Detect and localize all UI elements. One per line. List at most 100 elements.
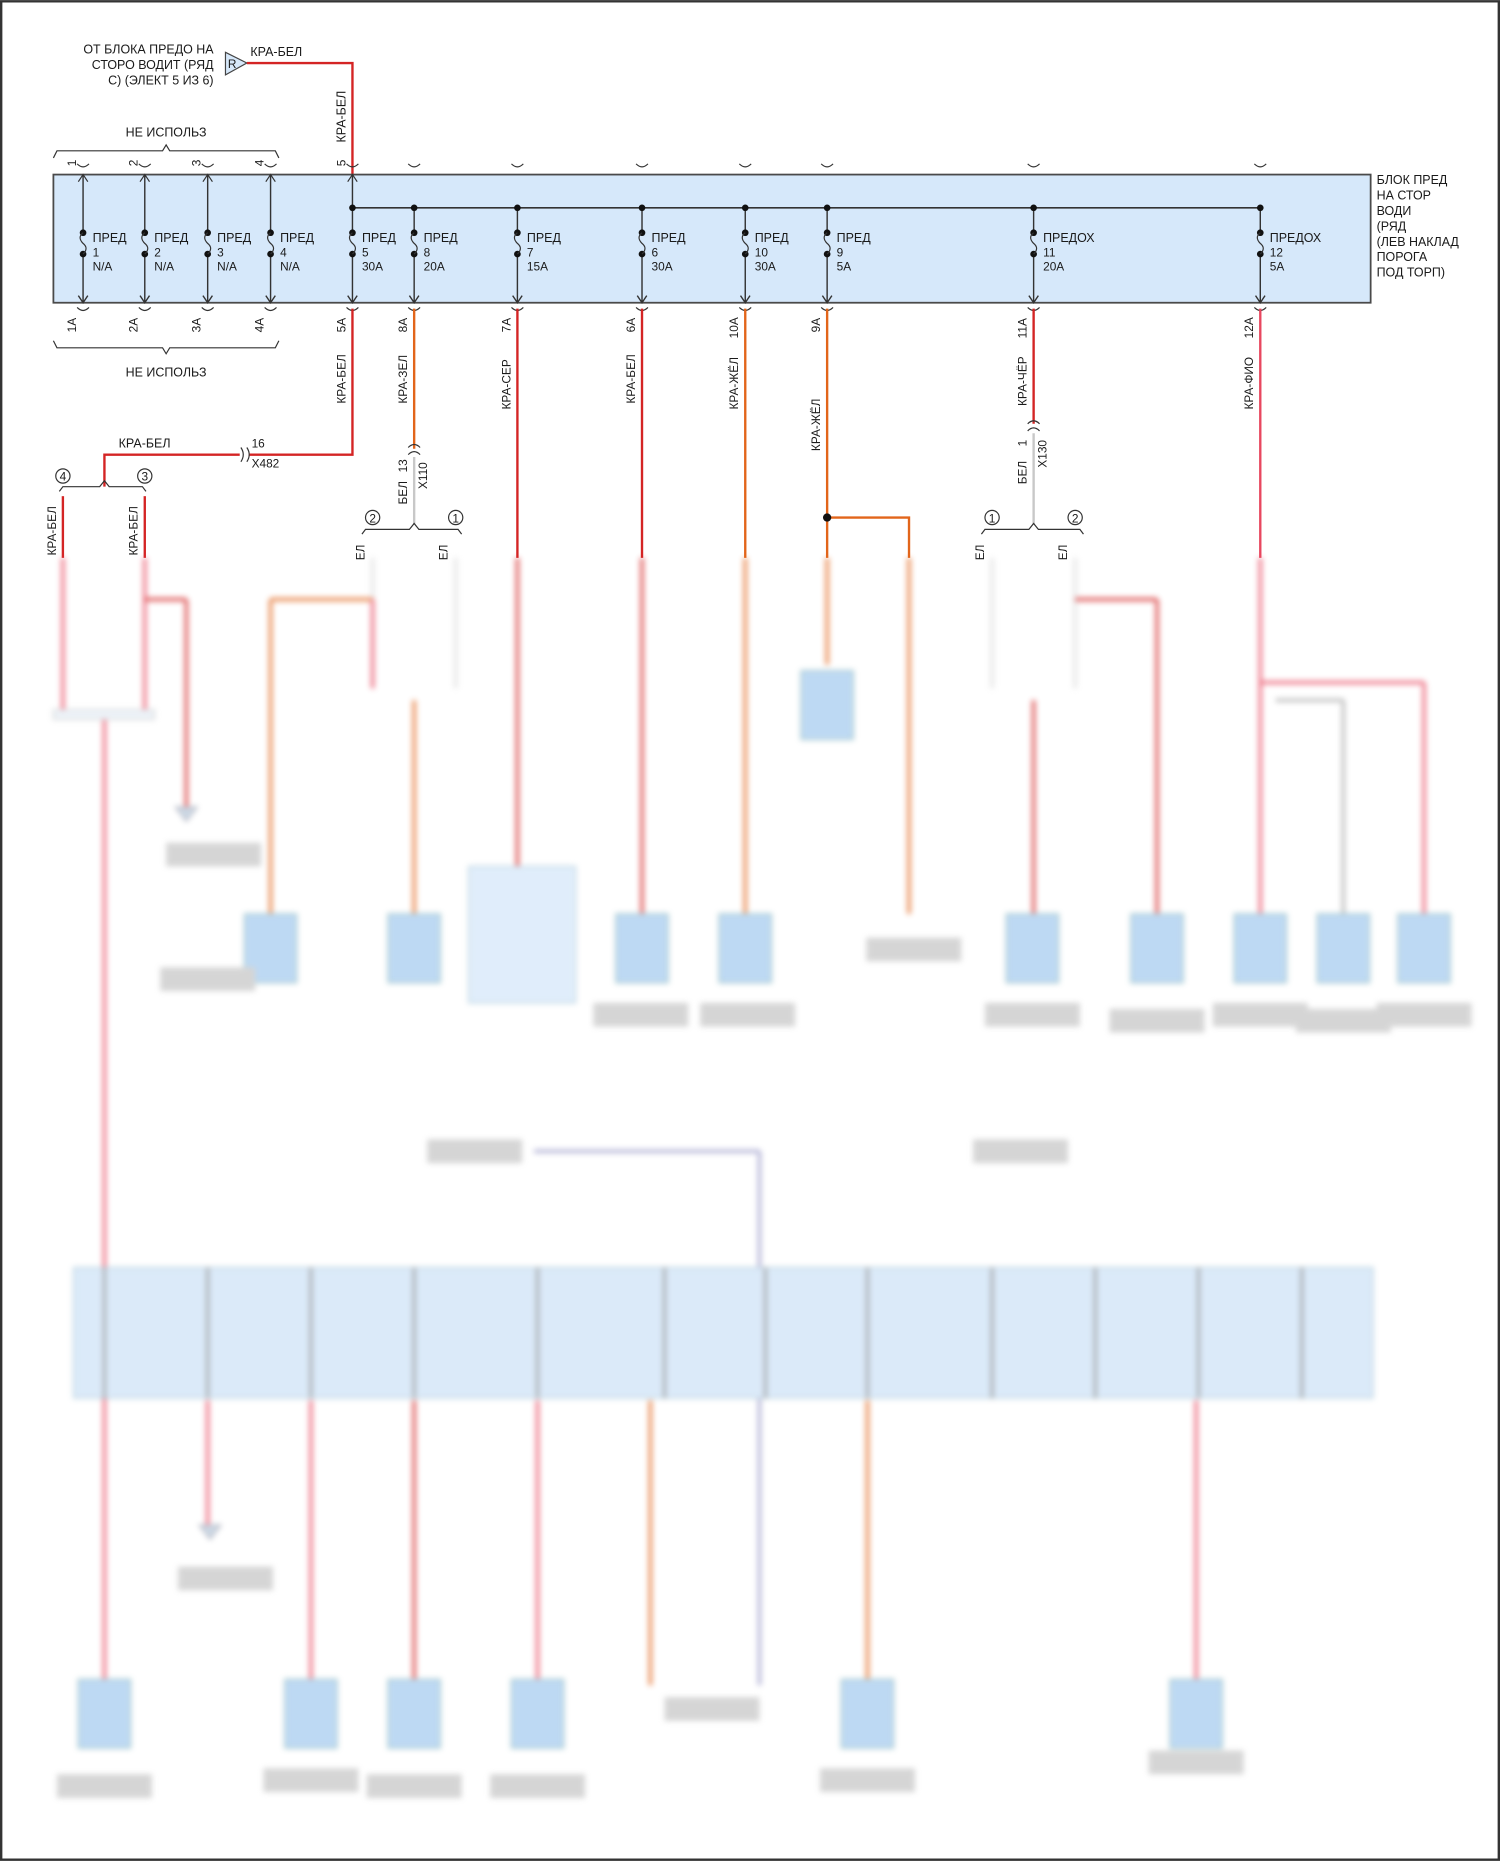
- fuse-pin-in: 5: [334, 159, 348, 166]
- pin-socket-icon: [76, 307, 90, 312]
- x482-pin: 16: [252, 437, 266, 451]
- bus-junction: [638, 204, 646, 212]
- x130-branch-1: 1: [989, 511, 996, 525]
- fuse-rating: 30A: [362, 260, 383, 274]
- blurred-component: [1397, 913, 1451, 984]
- pin-socket-icon: [407, 163, 421, 168]
- fuse-number: 9: [837, 245, 844, 259]
- fuse-lead: [512, 207, 523, 305]
- not-used-bottom: НЕ ИСПОЛЬЗ: [126, 365, 207, 379]
- bus-junction: [1256, 204, 1264, 212]
- blurred-label: [1376, 1002, 1472, 1027]
- fuse-arrow-icon: [77, 173, 89, 183]
- blurred-component: [1130, 913, 1184, 984]
- blurred-label: [178, 1566, 273, 1591]
- fuse-name: ПРЕД: [217, 231, 252, 245]
- x110-bracket: [361, 522, 463, 535]
- blurred-label: [820, 1768, 915, 1793]
- fuse-rating: 20A: [1043, 260, 1064, 274]
- fuse-arrow-icon: [347, 173, 358, 183]
- fuse-icon: [741, 232, 749, 255]
- bracket-top: [52, 143, 280, 159]
- fuse-pin-out: 4A: [252, 318, 266, 333]
- fuse-number: 6: [652, 245, 659, 259]
- pin-socket-icon: [138, 163, 152, 168]
- blurred-module: [468, 865, 577, 1004]
- fuse-number: 4: [280, 245, 287, 259]
- blurred-component: [615, 913, 669, 984]
- bus-junction: [410, 204, 418, 212]
- pin-socket-icon: [511, 163, 524, 168]
- wire-5a-label: КРА-БЕЛ: [334, 354, 348, 403]
- fuse-icon: [348, 232, 357, 255]
- not-used-top: НЕ ИСПОЛЬЗ: [126, 126, 207, 140]
- wire-10a-label: КРА-ЖЁЛ: [727, 357, 741, 410]
- wire-8a-label: КРА-ЗЕЛ: [396, 355, 410, 404]
- blurred-label: [1109, 1008, 1205, 1033]
- fuse-icon: [267, 232, 275, 255]
- fuse-number: 3: [217, 245, 224, 259]
- x482-connector-icon: [240, 447, 250, 463]
- x130-wire-a: ЕЛ: [973, 545, 987, 561]
- branch-4-wire-label: КРА-БЕЛ: [45, 506, 59, 555]
- fuse-lead: [1028, 207, 1039, 305]
- blurred-label: [166, 842, 262, 867]
- input-wire-label: КРА-БЕЛ: [334, 91, 348, 143]
- fuse-icon: [1256, 232, 1264, 255]
- pin-socket-icon: [346, 163, 359, 168]
- blurred-component: [1005, 913, 1060, 984]
- fuse-number: 10: [755, 245, 769, 259]
- x130-branch-2-badge: [1067, 509, 1083, 526]
- output-wires: КРА-БЕЛ КРА-БЕЛ 16 X482 4 3 КРА-БЕЛ КРА-…: [45, 308, 1262, 561]
- bus-junction: [349, 204, 356, 212]
- fuse-lead: [636, 207, 648, 305]
- fuse-number: 2: [154, 245, 161, 259]
- blurred-label: [973, 1139, 1069, 1164]
- pin-socket-icon: [201, 163, 215, 168]
- fuse-name: ПРЕД: [154, 231, 189, 245]
- fuse-icon: [141, 232, 149, 255]
- fuse-lead: [77, 174, 89, 305]
- fuse-rating: 30A: [755, 260, 776, 274]
- pin-socket-icon: [264, 163, 277, 168]
- block-label-line: БЛОК ПРЕД: [1377, 173, 1448, 187]
- fuse-pin-out: 10A: [727, 317, 741, 338]
- x130-branch-1-badge: [984, 509, 1000, 526]
- source-arrow-icon: [224, 51, 249, 76]
- fuse-icon: [79, 232, 87, 255]
- fuse-pin-in: 3: [190, 159, 204, 166]
- blurred-component: [1169, 1678, 1223, 1749]
- fuse-name: ПРЕДОХ: [1270, 231, 1322, 245]
- block-label-line: (ЛЕВ НАКЛАД: [1377, 235, 1460, 249]
- blurred-component: [284, 1678, 338, 1749]
- blurred-component: [387, 913, 441, 984]
- pin-socket-icon: [76, 163, 90, 168]
- branch-3-badge: [137, 468, 153, 484]
- wire-5a: [103, 308, 354, 487]
- fuse-lead: [739, 207, 751, 305]
- source-label-3: С) (ЭЛЕКТ 5 ИЗ 6): [108, 73, 213, 87]
- fuse-arrow-icon: [265, 173, 276, 183]
- blurred-label: [263, 1768, 359, 1793]
- fuse-lead: [347, 174, 358, 305]
- splice-9a: [822, 513, 832, 522]
- block-label: БЛОК ПРЕД НА СТОР ВОДИ (РЯД (ЛЕВ НАКЛАД …: [1377, 173, 1460, 280]
- x482-bracket: [58, 479, 147, 492]
- fuse-number: 12: [1270, 245, 1283, 259]
- blurred-component: [840, 1678, 895, 1749]
- fuse-icon: [410, 232, 418, 255]
- fuse-name: ПРЕД: [362, 231, 397, 245]
- fuse-name: ПРЕД: [424, 231, 459, 245]
- pin-socket-icon: [1027, 163, 1040, 168]
- fuse-pin-out: 8A: [396, 318, 410, 333]
- blurred-component: [718, 913, 772, 984]
- wire-12a-label: КРА-ФИО: [1242, 357, 1256, 410]
- bus-junction: [823, 204, 831, 212]
- blurred-label: [1212, 1002, 1308, 1027]
